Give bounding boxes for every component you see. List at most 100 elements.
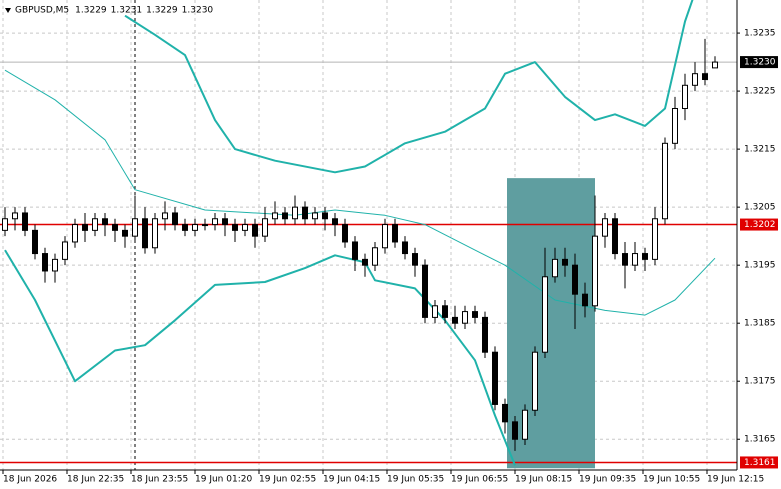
candle-body bbox=[162, 212, 168, 220]
quote-low: 1.3229 bbox=[146, 6, 178, 16]
candle-body bbox=[572, 264, 578, 295]
candle-body bbox=[462, 311, 468, 324]
price-tag-label: 1.3161 bbox=[744, 458, 776, 468]
candle-body bbox=[292, 206, 298, 220]
candle-body bbox=[152, 218, 158, 249]
candle-body bbox=[502, 403, 508, 423]
candle-body bbox=[362, 258, 368, 266]
candle-body bbox=[662, 142, 668, 220]
candle-body bbox=[22, 212, 28, 231]
candle-body bbox=[442, 305, 448, 318]
candle-body bbox=[422, 264, 428, 318]
candle-body bbox=[702, 73, 708, 80]
candle-body bbox=[212, 218, 218, 226]
candle-body bbox=[352, 241, 358, 260]
candle-body bbox=[342, 224, 348, 243]
band-upper bbox=[124, 0, 694, 174]
candle-body bbox=[82, 224, 88, 231]
candle-body bbox=[222, 218, 228, 226]
quote-high: 1.3231 bbox=[111, 6, 143, 16]
candle-body bbox=[302, 206, 308, 220]
x-tick-label: 19 Jun 04:15 bbox=[323, 475, 380, 485]
candle-body bbox=[232, 224, 238, 231]
candle-body bbox=[582, 293, 588, 307]
price-tag bbox=[740, 218, 778, 231]
y-tick-label: 1.3215 bbox=[744, 145, 776, 155]
candle-body bbox=[92, 218, 98, 231]
candle-body bbox=[282, 212, 288, 220]
candle-body bbox=[402, 241, 408, 255]
price-tag bbox=[740, 456, 778, 469]
candle-body bbox=[432, 305, 438, 318]
candle-body bbox=[472, 311, 478, 318]
y-tick-label: 1.3225 bbox=[744, 87, 776, 97]
candle-body bbox=[142, 218, 148, 249]
candle-body bbox=[452, 316, 458, 324]
y-tick-label: 1.3185 bbox=[744, 319, 776, 329]
candle-body bbox=[172, 212, 178, 226]
candle-body bbox=[2, 218, 8, 231]
candle-body bbox=[332, 218, 338, 226]
x-tick-label: 18 Jun 23:55 bbox=[131, 475, 188, 485]
candle-body bbox=[202, 224, 208, 227]
candle-body bbox=[642, 253, 648, 260]
chart-title: GBPUSD,M5 bbox=[15, 6, 69, 16]
x-tick-label: 18 Jun 22:35 bbox=[67, 475, 124, 485]
y-tick-label: 1.3235 bbox=[744, 29, 776, 39]
candle-body bbox=[412, 253, 418, 266]
band-lower bbox=[4, 249, 516, 466]
y-tick-label: 1.3205 bbox=[744, 203, 776, 213]
candle-body bbox=[612, 218, 618, 255]
candle-body bbox=[72, 224, 78, 243]
quote-open: 1.3229 bbox=[75, 6, 107, 16]
candle-body bbox=[382, 224, 388, 249]
candle-body bbox=[62, 241, 68, 260]
candle-body bbox=[672, 108, 678, 144]
x-tick-label: 19 Jun 10:55 bbox=[643, 475, 700, 485]
x-tick-label: 19 Jun 06:55 bbox=[451, 475, 508, 485]
candle-body bbox=[102, 218, 108, 226]
candle-body bbox=[42, 253, 48, 272]
candle-body bbox=[522, 409, 528, 440]
candle-body bbox=[622, 253, 628, 266]
price-tag-label: 1.3202 bbox=[744, 220, 776, 230]
candle-body bbox=[112, 224, 118, 231]
candle-body bbox=[372, 247, 378, 266]
symbol-arrow bbox=[5, 8, 11, 13]
y-tick-label: 1.3195 bbox=[744, 261, 776, 271]
candle-body bbox=[392, 224, 398, 243]
price-tag bbox=[740, 56, 778, 69]
candle-body bbox=[552, 258, 558, 278]
quote-close: 1.3230 bbox=[182, 6, 214, 16]
candle-body bbox=[492, 351, 498, 405]
candle-body bbox=[12, 212, 18, 220]
candle-body bbox=[632, 253, 638, 266]
x-tick-label: 19 Jun 09:35 bbox=[579, 475, 636, 485]
candle-body bbox=[602, 218, 608, 237]
price-tag-label: 1.3230 bbox=[744, 58, 776, 68]
candle-body bbox=[322, 212, 328, 220]
band-middle bbox=[4, 69, 716, 316]
candle-body bbox=[692, 73, 698, 86]
candle-body bbox=[252, 224, 258, 237]
candle-body bbox=[512, 421, 518, 440]
candle-body bbox=[482, 316, 488, 353]
candle-body bbox=[652, 218, 658, 260]
y-tick-label: 1.3175 bbox=[744, 377, 776, 387]
plot-area bbox=[0, 0, 737, 470]
candle-body bbox=[122, 229, 128, 237]
x-tick-label: 19 Jun 02:55 bbox=[259, 475, 316, 485]
candle-body bbox=[532, 351, 538, 411]
candle-body bbox=[272, 212, 278, 220]
x-tick-label: 19 Jun 05:35 bbox=[387, 475, 444, 485]
candle-body bbox=[182, 224, 188, 231]
x-tick-label: 19 Jun 12:15 bbox=[707, 475, 764, 485]
candle-body bbox=[192, 224, 198, 231]
candle-body bbox=[682, 84, 688, 110]
candle-body bbox=[542, 276, 548, 353]
x-tick-label: 18 Jun 2026 bbox=[3, 475, 57, 485]
